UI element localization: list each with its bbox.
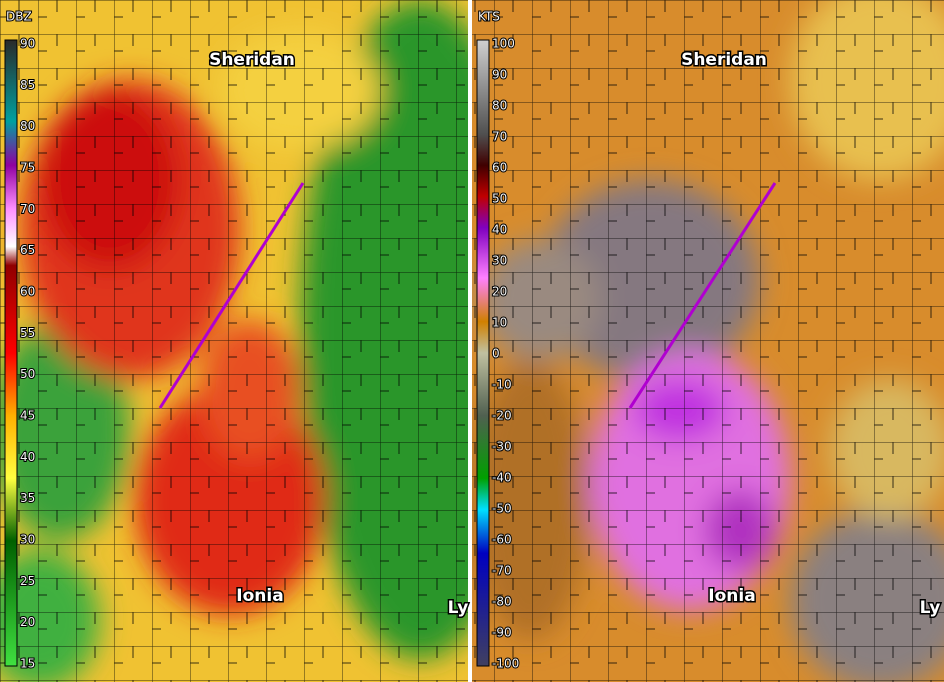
town-label: Ionia: [236, 586, 283, 606]
scale-label: 25: [20, 574, 35, 588]
scale-label: 80: [20, 119, 35, 133]
scale-label: -100: [492, 657, 519, 671]
scale-label: 45: [20, 409, 35, 423]
scale-label: 65: [20, 243, 35, 257]
scale-label: 90: [20, 37, 35, 51]
scale-label: -40: [492, 471, 512, 485]
scale-label: 40: [20, 450, 35, 464]
town-label: Ly: [920, 598, 941, 618]
reflectivity-panel: [0, 0, 468, 682]
town-label: Sheridan: [681, 50, 767, 70]
scale-label: 20: [492, 285, 507, 299]
scale-label: -50: [492, 502, 512, 516]
scale-label: 70: [492, 130, 507, 144]
town-label: Ionia: [708, 586, 755, 606]
town-label: Ly: [448, 598, 469, 618]
scale-label: 50: [20, 367, 35, 381]
scale-label: -80: [492, 595, 512, 609]
scale-label: 15: [20, 657, 35, 671]
scale-label: -10: [492, 378, 512, 392]
scale-label: 100: [492, 37, 515, 51]
scale-label: 60: [492, 161, 507, 175]
scale-label: -60: [492, 533, 512, 547]
scale-label: 90: [492, 68, 507, 82]
velocity-panel: [472, 0, 944, 682]
scale-label: -30: [492, 440, 512, 454]
scale-label: 40: [492, 223, 507, 237]
town-label: Sheridan: [209, 50, 295, 70]
scale-label: -90: [492, 626, 512, 640]
scale-label: 30: [492, 254, 507, 268]
scale-label: 75: [20, 161, 35, 175]
scale-label: 30: [20, 533, 35, 547]
scale-label: 70: [20, 202, 35, 216]
scale-label: 85: [20, 78, 35, 92]
scale-label: 50: [492, 192, 507, 206]
scale-label: 60: [20, 285, 35, 299]
scale-label: 20: [20, 615, 35, 629]
unit-label: DBZ: [6, 10, 32, 24]
scale-label: -70: [492, 564, 512, 578]
scale-label: -20: [492, 409, 512, 423]
scale-label: 80: [492, 99, 507, 113]
unit-label: KTS: [478, 10, 500, 24]
scale-label: 35: [20, 491, 35, 505]
scale-label: 10: [492, 316, 507, 330]
scale-label: 0: [492, 347, 500, 361]
scale-label: 55: [20, 326, 35, 340]
